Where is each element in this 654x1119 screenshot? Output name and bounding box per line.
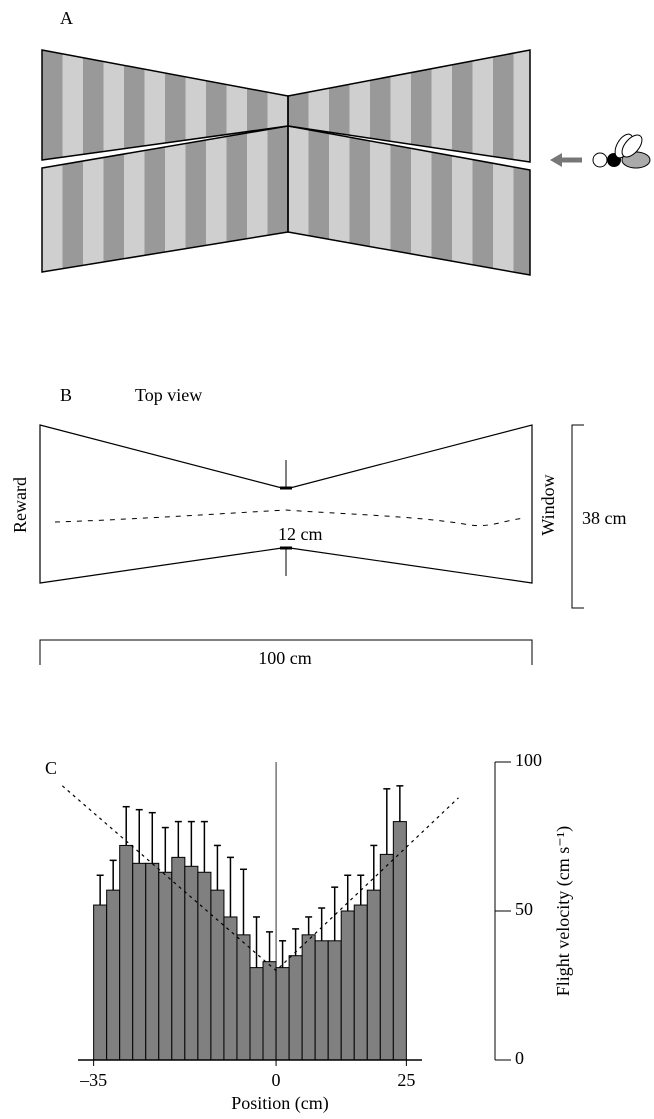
bar (119, 844, 134, 1061)
bar (301, 934, 316, 1061)
bar (275, 967, 290, 1061)
bar (340, 910, 355, 1061)
bar (93, 904, 108, 1061)
bar (197, 871, 212, 1061)
stripe (103, 50, 124, 160)
height-label: 38 cm (582, 508, 627, 528)
length-label: 100 cm (258, 648, 312, 668)
bar (106, 889, 121, 1061)
stripe (431, 50, 452, 162)
stripe (370, 126, 391, 275)
bar (223, 916, 238, 1061)
stripe (308, 126, 329, 275)
stripe (42, 50, 63, 160)
bar (366, 889, 381, 1061)
window-label: Window (538, 474, 558, 535)
bar (379, 853, 394, 1061)
stripe (288, 126, 309, 275)
stripe (206, 126, 227, 272)
stripe (62, 50, 83, 160)
stripe (103, 126, 124, 272)
stripe (124, 50, 145, 160)
stripe (452, 126, 473, 275)
stripe (247, 126, 268, 272)
y-tick-label: 100 (515, 750, 542, 770)
bar (314, 940, 329, 1061)
y-tick-label: 50 (515, 899, 533, 919)
bar (184, 865, 199, 1061)
stripe (431, 126, 452, 275)
stripe (165, 126, 186, 272)
stripe (472, 50, 493, 162)
stripe (185, 126, 206, 272)
stripe (452, 50, 473, 162)
panel-label: A (60, 8, 73, 28)
stripe (513, 50, 530, 162)
bar (392, 821, 407, 1061)
y-axis-label: Flight velocity (cm s⁻¹) (553, 826, 574, 996)
bar (249, 967, 264, 1061)
stripe (165, 50, 186, 160)
stripe (144, 50, 165, 160)
stripe (472, 126, 493, 275)
x-tick-label: –35 (79, 1070, 107, 1090)
bar (288, 955, 303, 1061)
stripe (349, 126, 370, 275)
model-line (61, 785, 459, 972)
panel-subtitle: Top view (135, 385, 202, 405)
stripe (329, 126, 350, 275)
reward-label: Reward (10, 477, 30, 533)
gap-marks (280, 460, 292, 576)
panel-label: C (45, 758, 57, 778)
stripe (493, 50, 514, 162)
y-tick-label: 0 (515, 1048, 524, 1068)
stripe (226, 126, 247, 272)
stripe (83, 50, 104, 160)
length-bracket (39, 639, 533, 665)
bar (171, 856, 186, 1061)
bar (262, 961, 277, 1061)
tunnel-outline (41, 49, 531, 276)
stripe-group (42, 126, 288, 272)
flight-trajectory (54, 509, 526, 527)
stripe (390, 126, 411, 275)
bar (353, 904, 368, 1061)
stripe (411, 126, 432, 275)
bar (236, 934, 251, 1061)
stripe (144, 126, 165, 272)
stripe (390, 50, 411, 162)
height-bracket (571, 424, 584, 609)
stripe (83, 126, 104, 272)
gap-label: 12 cm (278, 524, 323, 544)
bar (158, 871, 173, 1061)
stripe (267, 126, 288, 272)
x-tick-label: 0 (272, 1070, 281, 1090)
panel-label: B (60, 385, 72, 405)
stripe (411, 50, 432, 162)
x-axis-label: Position (cm) (231, 1093, 329, 1114)
x-tick-label: 25 (397, 1070, 415, 1090)
bar (327, 940, 342, 1061)
stripe (124, 126, 145, 272)
fly-icon (550, 133, 651, 169)
bar (145, 862, 160, 1061)
bar (132, 862, 147, 1061)
